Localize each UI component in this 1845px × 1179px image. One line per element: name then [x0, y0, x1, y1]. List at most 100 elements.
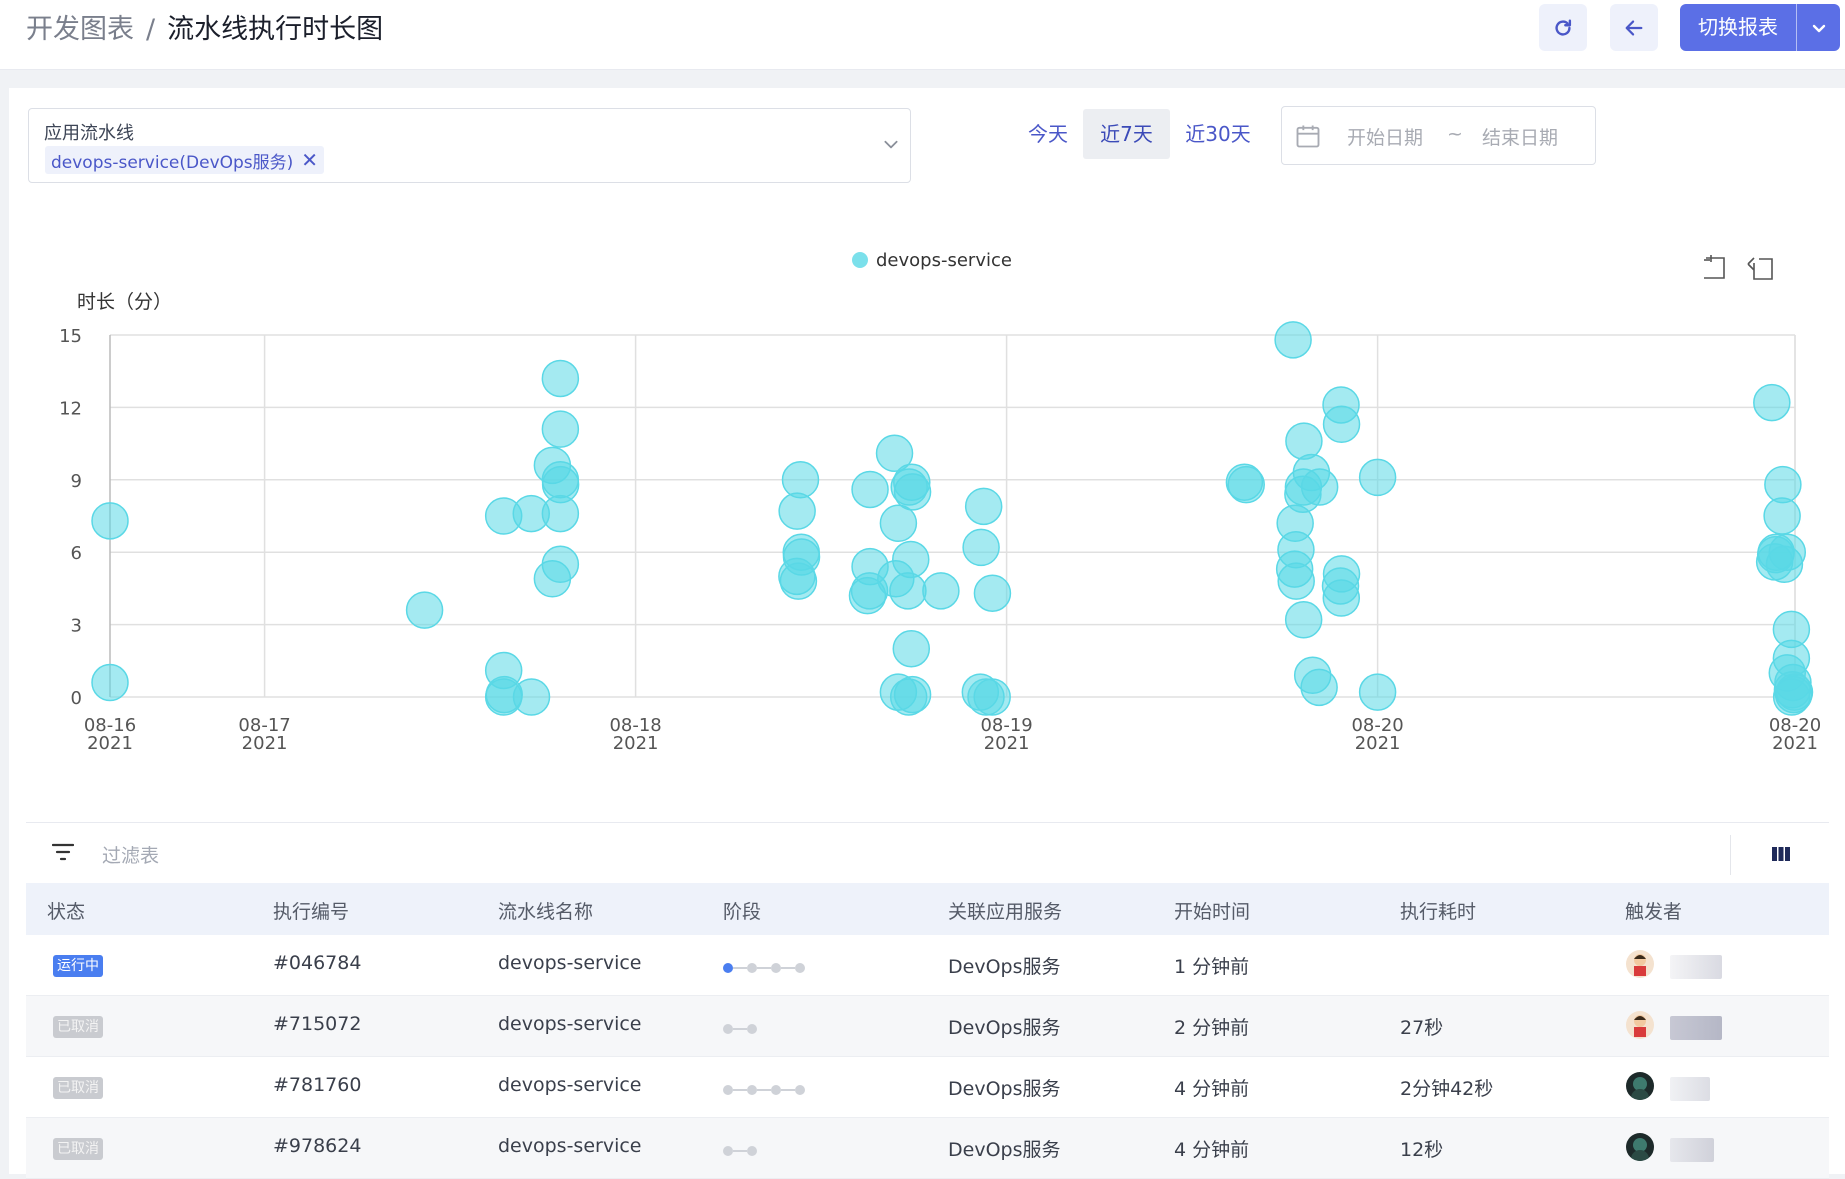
date-range-picker[interactable]: 开始日期 ~ 结束日期: [1281, 106, 1596, 165]
data-point[interactable]: [892, 540, 930, 579]
chevron-down-icon[interactable]: [882, 135, 900, 153]
range-30days[interactable]: 近30天: [1185, 122, 1251, 146]
data-point[interactable]: [893, 473, 932, 511]
data-point[interactable]: [1765, 545, 1804, 584]
execution-id[interactable]: #978624: [273, 1135, 362, 1157]
data-point[interactable]: [91, 502, 129, 540]
switch-report-button[interactable]: 切换报表: [1680, 4, 1840, 51]
execution-id[interactable]: #046784: [273, 952, 362, 974]
data-point[interactable]: [1322, 405, 1361, 444]
legend-marker[interactable]: [852, 252, 868, 268]
column-header-trigger[interactable]: 触发者: [1625, 901, 1683, 923]
data-point[interactable]: [851, 470, 889, 509]
range-7days[interactable]: 近7天: [1083, 109, 1170, 159]
stage-progress[interactable]: [723, 1146, 757, 1156]
legend-label[interactable]: devops-service: [876, 250, 1012, 271]
x-tick-label: 08-20: [1769, 715, 1821, 736]
pipeline-name: devops-service: [498, 1074, 642, 1096]
y-axis-labels: 0 3 6 9 12 15: [59, 326, 82, 709]
stage-dot: [747, 963, 757, 973]
data-point[interactable]: [922, 572, 960, 610]
data-point[interactable]: [1764, 465, 1802, 504]
stage-dot: [747, 1024, 757, 1034]
table-row[interactable]: 运行中 #046784 devops-service DevOps服务 1 分钟…: [26, 935, 1829, 996]
data-point[interactable]: [1227, 465, 1265, 504]
data-point[interactable]: [875, 434, 914, 473]
zoom-icon[interactable]: [1704, 255, 1725, 279]
stage-progress[interactable]: [723, 1085, 805, 1095]
data-point[interactable]: [879, 504, 918, 542]
data-point[interactable]: [512, 678, 551, 716]
columns-icon[interactable]: [1770, 845, 1792, 863]
data-point[interactable]: [779, 562, 818, 600]
x-tick-label: 08-17: [238, 715, 290, 736]
data-point[interactable]: [541, 494, 580, 533]
trigger-name: [1670, 955, 1722, 979]
stage-dot: [723, 1024, 733, 1034]
refresh-button[interactable]: [1539, 4, 1587, 51]
table-row[interactable]: 已取消 #715072 devops-service DevOps服务 2 分钟…: [26, 996, 1829, 1057]
zoom-reset-icon[interactable]: [1747, 257, 1773, 280]
filter-icon[interactable]: [52, 843, 74, 861]
stage-progress[interactable]: [723, 963, 805, 973]
data-point[interactable]: [1358, 458, 1397, 497]
column-header-service[interactable]: 关联应用服务: [948, 901, 1063, 923]
data-point[interactable]: [964, 487, 1003, 526]
data-point[interactable]: [1300, 468, 1339, 506]
data-point[interactable]: [893, 675, 932, 714]
stage-progress[interactable]: [723, 1024, 757, 1034]
pipeline-select[interactable]: 应用流水线 devops-service(DevOps服务) ✕: [28, 108, 911, 183]
column-header-status[interactable]: 状态: [47, 901, 86, 923]
table-row[interactable]: 已取消 #781760 devops-service DevOps服务 4 分钟…: [26, 1057, 1829, 1118]
data-point[interactable]: [541, 410, 580, 448]
data-point[interactable]: [541, 545, 580, 584]
switch-report-dropdown[interactable]: [1797, 4, 1840, 51]
data-point[interactable]: [1285, 422, 1323, 460]
date-end-input[interactable]: 结束日期: [1482, 127, 1559, 149]
switch-report-label[interactable]: 切换报表: [1680, 4, 1797, 51]
data-point[interactable]: [1358, 673, 1397, 711]
back-button[interactable]: [1610, 4, 1658, 51]
breadcrumb-parent[interactable]: 开发图表: [26, 14, 134, 45]
data-point[interactable]: [541, 359, 580, 398]
column-header-stage[interactable]: 阶段: [723, 901, 762, 923]
data-point[interactable]: [1274, 321, 1312, 359]
stage-connector: [757, 967, 771, 969]
column-header-id[interactable]: 执行编号: [273, 901, 350, 923]
column-header-pipeline[interactable]: 流水线名称: [498, 901, 594, 923]
data-point[interactable]: [973, 678, 1011, 716]
data-point[interactable]: [973, 574, 1012, 612]
data-point[interactable]: [1277, 562, 1315, 600]
tag-close-icon[interactable]: ✕: [301, 148, 319, 172]
data-point[interactable]: [892, 629, 931, 668]
data-point[interactable]: [1775, 673, 1814, 711]
duration: 2分钟42秒: [1400, 1078, 1494, 1100]
table-header: 状态 执行编号 流水线名称 阶段 关联应用服务 开始时间 执行耗时 触发者: [26, 883, 1829, 935]
data-point[interactable]: [1763, 497, 1801, 535]
column-header-start[interactable]: 开始时间: [1174, 901, 1251, 923]
app-service: DevOps服务: [948, 1139, 1061, 1161]
data-point[interactable]: [1300, 668, 1338, 707]
stage-dot: [795, 963, 805, 973]
data-point[interactable]: [1753, 383, 1791, 422]
data-point[interactable]: [781, 461, 820, 499]
data-point[interactable]: [778, 492, 816, 530]
column-header-duration[interactable]: 执行耗时: [1400, 901, 1477, 923]
table-row[interactable]: 已取消 #978624 devops-service DevOps服务 4 分钟…: [26, 1118, 1829, 1179]
data-point[interactable]: [962, 528, 1000, 567]
execution-id[interactable]: #781760: [273, 1074, 362, 1096]
data-point[interactable]: [889, 572, 927, 610]
table-filter-input[interactable]: 过滤表: [102, 845, 160, 867]
start-time: 1 分钟前: [1174, 956, 1250, 978]
stage-dot: [771, 963, 781, 973]
data-point[interactable]: [1322, 579, 1361, 617]
status-badge: 已取消: [53, 1016, 103, 1038]
data-point[interactable]: [91, 663, 129, 702]
range-today[interactable]: 今天: [1028, 122, 1068, 146]
stage-connector: [733, 1150, 747, 1152]
stage-dot: [747, 1146, 757, 1156]
date-start-input[interactable]: 开始日期: [1347, 127, 1424, 149]
data-point[interactable]: [1284, 601, 1323, 639]
data-point[interactable]: [405, 591, 444, 629]
execution-id[interactable]: #715072: [273, 1013, 362, 1035]
